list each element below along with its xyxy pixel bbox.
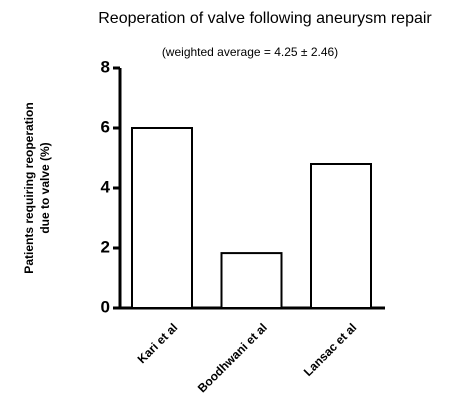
x-tick-label: Boodhwani et al bbox=[195, 320, 270, 395]
y-tick-label: 6 bbox=[101, 117, 110, 136]
y-tick-label: 0 bbox=[101, 297, 110, 316]
y-axis-label-line: due to valve (%) bbox=[38, 142, 52, 233]
chart-title: Reoperation of valve following aneurysm … bbox=[98, 10, 432, 27]
y-tick-label: 2 bbox=[101, 237, 110, 256]
x-tick-label-group: Kari et al bbox=[135, 320, 181, 366]
bar bbox=[220, 252, 283, 310]
x-tick-label-group: Boodhwani et al bbox=[195, 320, 270, 395]
x-tick-label: Lansac et al bbox=[301, 320, 359, 378]
bar bbox=[310, 163, 372, 309]
chart-subtitle: (weighted average = 4.25 ± 2.46) bbox=[162, 45, 338, 59]
y-tick-label: 8 bbox=[101, 57, 110, 76]
bar bbox=[131, 127, 193, 309]
y-axis-label: Patients requiring reoperation due to va… bbox=[22, 102, 52, 273]
y-axis-label-line: Patients requiring reoperation bbox=[22, 102, 36, 273]
x-tick-label-group: Lansac et al bbox=[301, 320, 359, 378]
y-tick-label: 4 bbox=[101, 177, 111, 196]
x-tick-label: Kari et al bbox=[135, 320, 181, 366]
